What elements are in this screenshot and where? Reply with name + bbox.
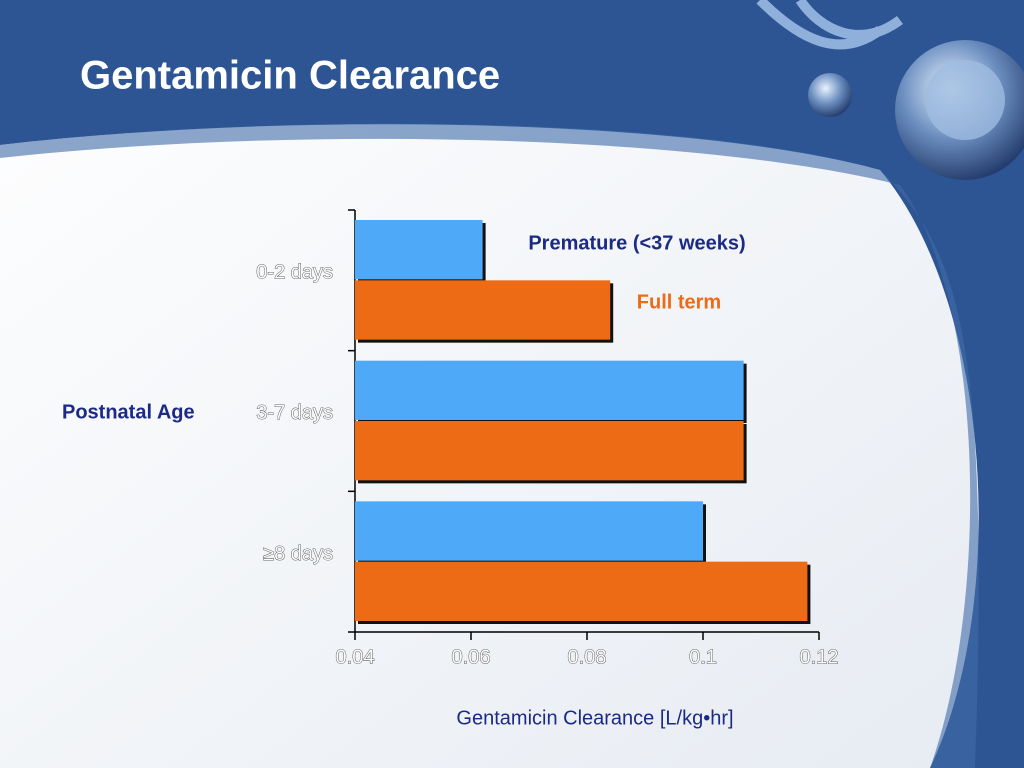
y-axis-label: Postnatal Age	[62, 401, 195, 423]
legend-label: Premature (<37 weeks)	[528, 232, 745, 254]
bar	[355, 501, 703, 561]
chart-title: Gentamicin Clearance	[80, 54, 500, 98]
bar	[355, 280, 611, 340]
plot: 0.04 0.06 0.08 0.1 0.12 0-2 days 3-7 days ≥8 da…	[256, 209, 839, 669]
bar	[355, 421, 744, 481]
x-tick-label: 0.08	[568, 646, 607, 668]
bar	[355, 220, 483, 280]
x-axis-label: Gentamicin Clearance [L/kg•hr]	[456, 707, 733, 729]
legend-label: Full term	[637, 291, 721, 313]
x-tick-label: 0.04	[336, 646, 375, 668]
bar	[355, 360, 744, 420]
y-tick-label: 0-2 days	[256, 262, 333, 284]
x-tick-label: 0.06	[452, 646, 491, 668]
y-tick-label: ≥8 days	[263, 543, 333, 565]
x-tick-label: 0.1	[689, 646, 717, 668]
stethoscope	[756, 0, 1024, 180]
y-tick-label: 3-7 days	[256, 402, 333, 424]
bar	[355, 561, 808, 621]
x-tick-label: 0.12	[800, 646, 839, 668]
